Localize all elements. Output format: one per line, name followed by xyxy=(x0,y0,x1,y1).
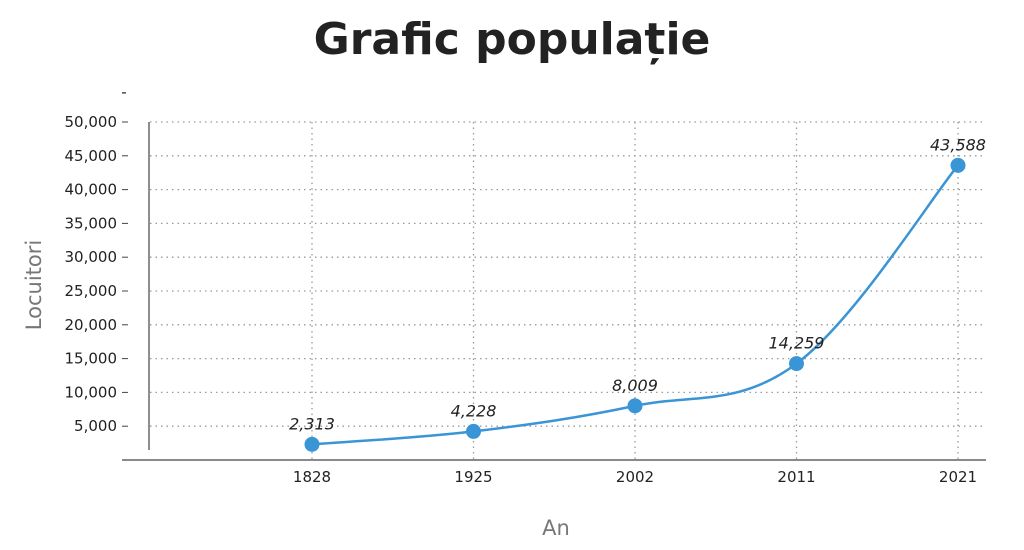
x-tick-label: 1828 xyxy=(293,468,331,486)
y-axis-ticks: - 5,000 10,000 15,000 20,000 25,000 30,000 35,… xyxy=(65,83,128,435)
y-tick-label: 50,000 xyxy=(65,113,118,131)
x-tick-label: 1925 xyxy=(454,468,492,486)
data-label: 43,588 xyxy=(930,135,986,154)
x-axis-ticks: 1828 1925 2002 2011 2021 xyxy=(293,468,977,486)
x-tick-label: 2011 xyxy=(777,468,815,486)
y-tick-label: 35,000 xyxy=(65,214,118,232)
y-tick-label: 10,000 xyxy=(65,383,118,401)
data-labels: 2,313 4,228 8,009 14,259 43,588 xyxy=(289,135,986,433)
data-point xyxy=(627,398,643,414)
data-points xyxy=(304,157,966,452)
y-tick-label: 20,000 xyxy=(65,316,118,334)
y-tick-label: 45,000 xyxy=(65,147,118,165)
chart-title: Grafic populație xyxy=(313,14,711,65)
grid-lines xyxy=(150,121,986,460)
x-tick-label: 2002 xyxy=(616,468,654,486)
x-tick-label: 2021 xyxy=(939,468,977,486)
y-axis-top-tick-label: - xyxy=(121,83,126,101)
y-tick-label: 5,000 xyxy=(74,417,117,435)
data-label: 4,228 xyxy=(451,401,497,420)
y-tick-label: 15,000 xyxy=(65,350,118,368)
data-point xyxy=(466,423,481,439)
data-label: 14,259 xyxy=(769,334,825,353)
y-tick-label: 40,000 xyxy=(65,181,118,199)
data-point xyxy=(950,157,966,173)
data-label: 8,009 xyxy=(612,376,658,395)
series-line xyxy=(311,164,959,446)
y-tick-label: 30,000 xyxy=(65,248,118,266)
data-point xyxy=(789,356,804,372)
data-point xyxy=(304,436,320,452)
x-axis-title: An xyxy=(542,516,570,540)
y-tick-label: 25,000 xyxy=(65,282,118,300)
y-axis-title: Locuitori xyxy=(22,240,46,330)
data-label: 2,313 xyxy=(289,414,335,433)
axes xyxy=(122,122,986,461)
